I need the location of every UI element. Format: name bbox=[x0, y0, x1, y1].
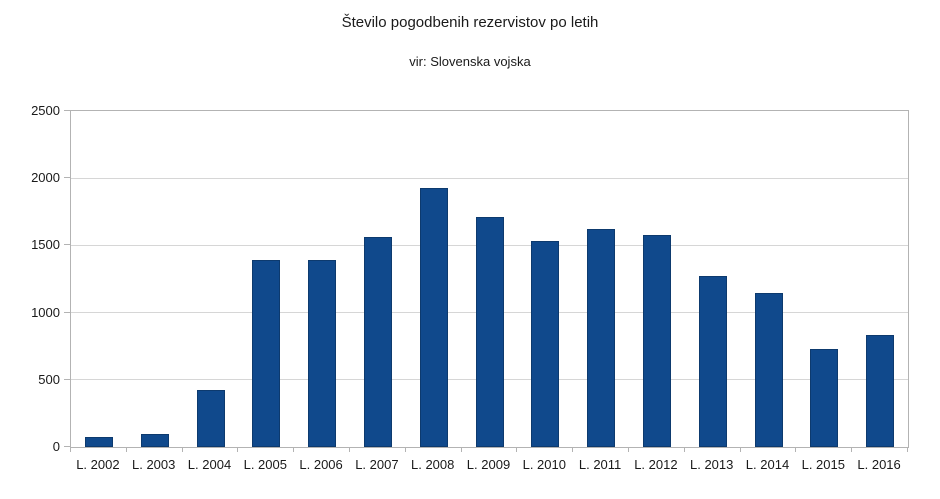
x-tick-0 bbox=[70, 447, 71, 452]
x-axis-label-l-2013: L. 2013 bbox=[690, 457, 734, 472]
x-axis-label-l-2009: L. 2009 bbox=[466, 457, 511, 472]
x-tick-8 bbox=[516, 447, 518, 452]
bar-l-2008 bbox=[419, 188, 448, 447]
y-tick-1500 bbox=[64, 244, 70, 246]
x-tick-6 bbox=[404, 447, 406, 452]
y-axis-label-1000: 1000 bbox=[31, 304, 60, 320]
x-axis-label-l-2016: L. 2016 bbox=[857, 457, 901, 472]
x-axis-label-l-2011: L. 2011 bbox=[578, 457, 622, 472]
plot-area bbox=[70, 110, 909, 448]
x-tick-7 bbox=[460, 447, 462, 452]
x-axis-label-l-2008: L. 2008 bbox=[411, 457, 455, 472]
y-axis-label-2000: 2000 bbox=[31, 170, 60, 186]
bar-l-2009 bbox=[475, 217, 504, 447]
x-tick-12 bbox=[739, 447, 741, 452]
y-tick-2000 bbox=[64, 177, 70, 179]
x-axis-label-l-2015: L. 2015 bbox=[801, 457, 845, 472]
bar-l-2012 bbox=[642, 235, 671, 447]
x-tick-9 bbox=[572, 447, 574, 452]
chart-subtitle: vir: Slovenska vojska bbox=[409, 54, 531, 69]
x-tick-3 bbox=[237, 447, 239, 452]
y-tick-0 bbox=[64, 446, 70, 447]
x-axis-label-l-2004: L. 2004 bbox=[187, 457, 232, 472]
bar-l-2013 bbox=[698, 276, 727, 447]
x-tick-4 bbox=[293, 447, 295, 452]
x-tick-2 bbox=[181, 447, 183, 452]
x-axis-label-l-2005: L. 2005 bbox=[243, 457, 287, 472]
x-axis-label-l-2012: L. 2012 bbox=[634, 457, 678, 472]
x-axis-label-l-2014: L. 2014 bbox=[745, 457, 790, 472]
chart-title: Število pogodbenih rezervistov po letih bbox=[341, 14, 599, 31]
x-tick-13 bbox=[795, 447, 797, 452]
x-tick-1 bbox=[125, 447, 127, 452]
y-axis-label-1500: 1500 bbox=[31, 237, 60, 253]
y-tick-2500 bbox=[64, 110, 70, 111]
bar-l-2005 bbox=[252, 260, 281, 447]
x-tick-15 bbox=[907, 447, 908, 452]
x-axis-label-l-2002: L. 2002 bbox=[76, 457, 120, 472]
bar-l-2010 bbox=[531, 241, 560, 447]
bar-l-2006 bbox=[308, 260, 337, 447]
y-axis-label-2500: 2500 bbox=[31, 103, 60, 118]
bar-l-2011 bbox=[587, 229, 616, 447]
y-tick-1000 bbox=[64, 311, 70, 313]
bar-l-2002 bbox=[84, 437, 113, 447]
bar-l-2015 bbox=[810, 349, 839, 447]
x-tick-10 bbox=[628, 447, 629, 452]
x-axis-label-l-2007: L. 2007 bbox=[355, 457, 399, 472]
x-axis-label-l-2003: L. 2003 bbox=[132, 457, 176, 472]
gridline-2000 bbox=[71, 177, 908, 179]
x-tick-5 bbox=[349, 447, 350, 452]
x-axis-label-l-2006: L. 2006 bbox=[299, 457, 343, 472]
bar-l-2004 bbox=[196, 390, 225, 447]
x-axis-label-l-2010: L. 2010 bbox=[522, 457, 566, 472]
x-tick-14 bbox=[851, 447, 853, 452]
x-tick-11 bbox=[683, 447, 685, 452]
bar-l-2014 bbox=[754, 293, 783, 447]
y-tick-500 bbox=[64, 378, 70, 380]
bar-l-2007 bbox=[363, 237, 392, 447]
y-axis-label-500: 500 bbox=[38, 371, 60, 387]
bar-l-2003 bbox=[140, 434, 169, 447]
y-axis-label-0: 0 bbox=[52, 439, 60, 454]
bar-l-2016 bbox=[866, 335, 895, 447]
